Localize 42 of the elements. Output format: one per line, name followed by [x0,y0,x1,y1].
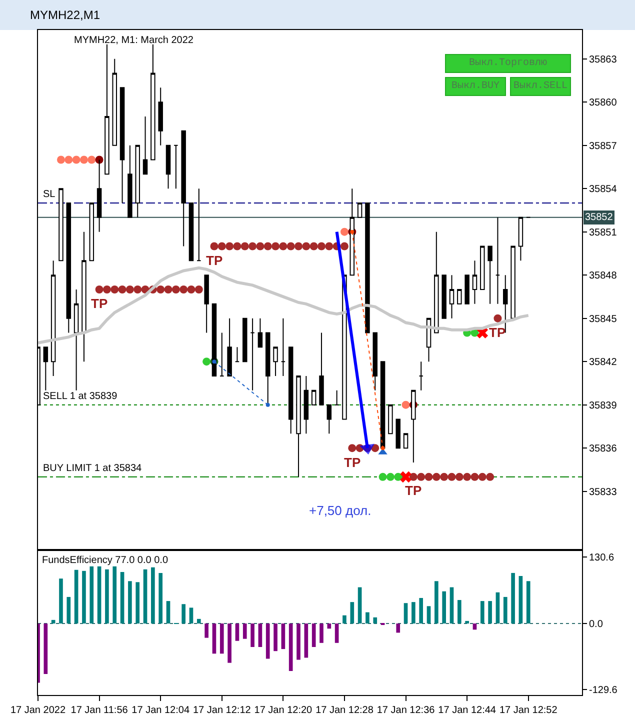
y-tick-label: 35833 [589,486,618,498]
y-tick-label: 35839 [589,400,618,412]
y-tick-label: 35857 [589,140,618,152]
x-tick-label: 17 Jan 12:36 [376,705,436,716]
y-tick-label: 35851 [589,227,618,238]
x-tick-label: 17 Jan 12:52 [499,705,558,716]
x-tick-label: 17 Jan 2022 [10,705,66,716]
ref-line-label: BUY LIMIT 1 at 35834 [43,463,142,474]
picture-button: Выкл.SELL [510,77,571,96]
picture-button: Выкл.Торговлю [445,54,571,73]
y-tick-label: 35863 [589,54,618,66]
y-tick-label: 35836 [589,444,618,455]
x-tick-label: 17 Jan 12:44 [438,705,496,716]
annotation: Выкл.BUY [451,81,500,92]
ref-line-label: SELL 1 at 35839 [43,391,118,402]
annotation: TP [405,483,422,498]
x-tick-label: 17 Jan 12:04 [132,705,190,716]
annotation: TP [91,296,108,311]
annotation: +7,50 дол. [309,503,372,518]
x-tick-label: 17 Jan 12:20 [254,705,313,716]
annotation: TP [344,455,361,470]
ref-line-label: SL [43,189,56,200]
text: MYMH22, M1: March 2022 [74,35,194,46]
x-tick-label: 17 Jan 12:28 [316,705,374,716]
x-tick-label: 17 Jan 11:56 [70,705,128,716]
picture-button: Выкл.BUY [445,77,506,96]
y-tick-label: 35854 [589,184,618,196]
y-tick-label: -129.6 [589,685,618,696]
y-tick-label: 0.0 [589,619,604,630]
y-tick-label: 130.6 [589,552,614,564]
y-tick-label: 35848 [589,270,618,282]
y-tick-label: 35845 [589,314,618,325]
annotation: TP [206,253,223,268]
y-tick-label: 35860 [589,98,618,109]
chart-title: MYMH22,M1 [30,8,100,22]
annotation: TP [489,325,506,340]
annotation: Выкл.SELL [513,81,568,92]
y-tick-label: 35842 [589,357,618,368]
ref-line-label: 35852 [585,212,614,223]
chart-title: FundsEfficiency 77.0 0.0 0.0 [42,555,168,566]
x-tick-label: 17 Jan 12:12 [192,705,252,716]
annotation: Выкл.Торговлю [468,58,548,69]
